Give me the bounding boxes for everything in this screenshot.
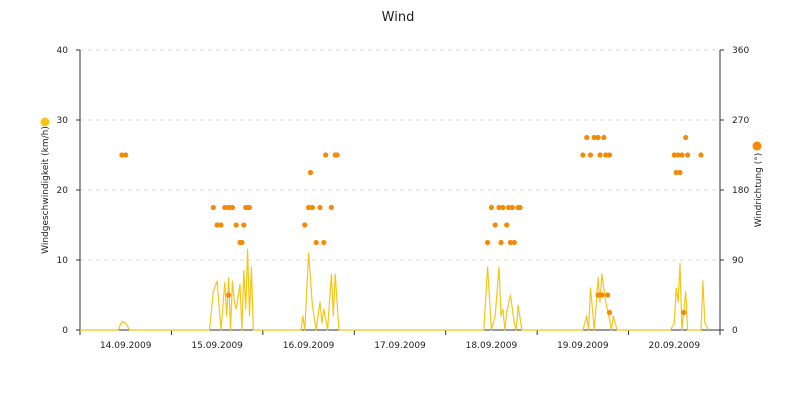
direction-point — [601, 134, 607, 141]
direction-point — [683, 134, 689, 141]
direction-point — [214, 222, 220, 228]
direction-point — [595, 292, 601, 298]
y-tick-label: 0 — [62, 326, 68, 336]
direction-point — [595, 134, 601, 141]
direction-point — [226, 292, 232, 298]
direction-point — [239, 239, 245, 246]
x-tick-label: 15.09.2009 — [191, 341, 243, 351]
direction-point — [500, 204, 506, 211]
direction-point — [507, 239, 514, 246]
direction-point — [580, 152, 586, 158]
direction-point — [317, 204, 323, 211]
direction-point — [679, 152, 685, 158]
direction-point — [587, 152, 594, 158]
direction-point — [123, 152, 129, 158]
direction-point — [313, 239, 319, 246]
direction-point — [506, 204, 512, 211]
direction-point — [218, 222, 224, 228]
direction-point — [334, 152, 340, 158]
y2-tick-label: 0 — [732, 326, 738, 336]
direction-point — [504, 222, 510, 228]
x-tick-label: 17.09.2009 — [374, 341, 426, 351]
direction-point — [488, 204, 494, 211]
direction-point — [509, 204, 515, 211]
direction-point — [246, 204, 253, 211]
direction-point — [597, 152, 603, 158]
direction-point — [603, 152, 609, 158]
direction-point — [321, 239, 327, 246]
series-layer — [80, 134, 710, 331]
x-tick-label: 19.09.2009 — [557, 341, 609, 351]
y-tick-label: 40 — [57, 46, 69, 56]
direction-point — [681, 309, 687, 316]
direction-point — [496, 204, 502, 211]
y2-tick-label: 180 — [732, 186, 749, 196]
direction-point — [307, 169, 314, 176]
direction-point — [511, 239, 517, 246]
speed-legend-marker — [40, 117, 50, 127]
direction-point — [328, 204, 334, 211]
direction-point — [673, 169, 679, 176]
direction-point — [498, 239, 504, 246]
direction-point — [302, 222, 308, 228]
tick-labels: 0 10 20 30 40 0 90 180 270 360 14.09.2009 15.09.200… — [57, 46, 750, 351]
direction-point — [309, 204, 315, 211]
direction-point — [677, 169, 683, 176]
direction-point — [675, 152, 681, 158]
x-tick-label: 18.09.2009 — [466, 341, 518, 351]
direction-point — [698, 152, 704, 158]
direction-point — [485, 239, 491, 246]
direction-point — [323, 152, 329, 158]
y-tick-label: 10 — [57, 256, 69, 266]
y2-tick-label: 270 — [732, 116, 749, 126]
direction-point — [119, 152, 125, 158]
direction-point — [306, 204, 312, 211]
direction-point — [210, 204, 216, 211]
direction-point — [233, 222, 239, 228]
y-tick-label: 20 — [57, 186, 69, 196]
speed-line — [80, 248, 710, 331]
x-tick-label: 16.09.2009 — [283, 341, 335, 351]
x-tick-label: 14.09.2009 — [100, 341, 152, 351]
direction-point — [241, 222, 247, 228]
direction-point — [605, 292, 611, 298]
direction-point — [599, 292, 605, 298]
direction-point — [229, 204, 235, 211]
y-tick-label: 30 — [57, 116, 69, 126]
direction-point — [222, 204, 228, 211]
direction-point — [606, 152, 613, 158]
direction-point — [685, 152, 691, 158]
direction-legend-marker — [752, 141, 762, 151]
y2-tick-label: 90 — [732, 256, 744, 266]
chart-title: Wind — [382, 10, 415, 25]
direction-point — [606, 309, 613, 316]
x-tick-label: 20.09.2009 — [649, 341, 701, 351]
direction-point — [584, 134, 590, 141]
direction-point — [671, 152, 677, 158]
direction-point — [226, 204, 232, 211]
right-axis-label: Windrichtung (°) — [754, 153, 764, 228]
gridlines — [80, 49, 720, 261]
y2-tick-label: 360 — [732, 46, 749, 56]
direction-point — [591, 134, 597, 141]
axes — [76, 49, 724, 335]
left-axis-label: Windgeschwindigkeit (km/h) — [41, 126, 51, 254]
direction-point — [492, 222, 498, 228]
direction-point — [517, 204, 523, 211]
